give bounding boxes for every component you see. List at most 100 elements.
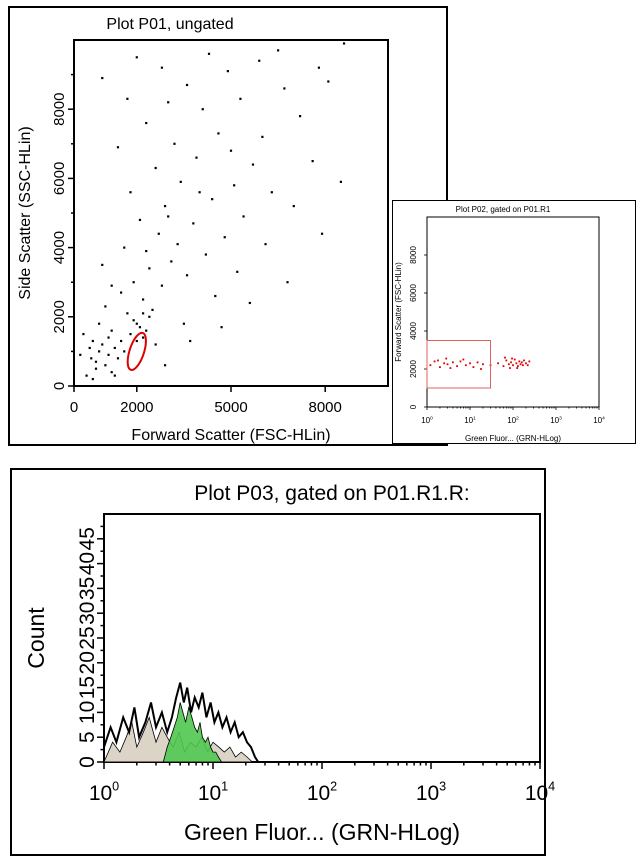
p01-point — [82, 333, 85, 336]
p02-gate-region[interactable] — [426, 340, 492, 389]
p02-point — [439, 366, 441, 368]
p01-point — [91, 339, 94, 343]
p01-point — [339, 180, 342, 183]
p02-title: Plot P02, gated on P01.R1 — [456, 205, 551, 214]
p01-point — [107, 336, 110, 339]
p01-point — [154, 166, 157, 170]
p02-x-tick-label: 101 — [464, 415, 476, 425]
p02-x-tick-exponent: 2 — [516, 415, 519, 421]
p01-plot-frame — [73, 39, 389, 387]
p01-point — [160, 284, 164, 287]
p01-point — [98, 350, 101, 353]
p02-point — [445, 357, 448, 360]
p01-point — [277, 49, 280, 52]
p01-point — [135, 322, 138, 325]
p03-x-tick-exponent: 3 — [439, 780, 446, 794]
p02-y-tick-label: 0 — [409, 404, 418, 409]
p02-x-tick-label: 102 — [507, 415, 519, 425]
p01-point — [132, 281, 135, 284]
p01-point — [110, 371, 113, 374]
p02-y-tick-label: 4000 — [409, 322, 418, 340]
p01-svg: Plot P01, ungated Forward Scatter (FSC-HL… — [17, 16, 389, 444]
p01-point — [327, 80, 330, 83]
p02-point — [525, 362, 527, 365]
p03-x-tick-exponent: 0 — [112, 780, 119, 794]
p03-y-tick-label: 25 — [76, 626, 99, 649]
p02-y-tick-label: 2000 — [409, 360, 418, 378]
p01-point — [258, 59, 261, 62]
p01-point — [167, 215, 170, 218]
p01-point — [217, 132, 220, 135]
p01-point — [167, 101, 170, 104]
p02-point — [459, 360, 462, 363]
plot-p03-panel: Plot P03, gated on P01.R1.R: Green Fluor.… — [10, 468, 555, 856]
p01-point — [101, 263, 104, 266]
p02-point — [456, 365, 458, 368]
p01-point — [113, 374, 116, 377]
p02-point — [462, 358, 465, 361]
p01-point — [185, 83, 189, 87]
p03-title: Plot P03, gated on P01.R1.R: — [194, 482, 470, 505]
p01-point — [148, 315, 151, 318]
p03-series-fill — [162, 702, 223, 763]
p01-point — [110, 329, 113, 332]
p01-point — [123, 246, 126, 249]
p02-x-tick-label: 103 — [550, 415, 562, 425]
p01-point — [135, 56, 138, 59]
p01-title: Plot P01, ungated — [106, 16, 233, 33]
p02-point — [505, 359, 508, 362]
p02-point — [437, 359, 439, 362]
p02-point — [443, 362, 446, 365]
p02-point — [504, 356, 506, 359]
p01-point — [145, 121, 148, 125]
p03-y-tick-label: 30 — [76, 602, 99, 625]
p03-x-tick-label: 102 — [307, 780, 337, 805]
p01-point — [192, 222, 195, 225]
p01-point — [283, 87, 286, 90]
p03-y-tick-label: 45 — [76, 527, 99, 550]
p01-point — [141, 336, 145, 339]
p02-point — [510, 361, 512, 364]
p01-point — [116, 146, 120, 149]
p02-x-tick-exponent: 1 — [473, 415, 476, 421]
p01-point — [229, 149, 233, 152]
p01-y-tick-label: 2000 — [51, 300, 68, 333]
p03-y-tick-label: 35 — [76, 577, 99, 600]
p01-point — [311, 160, 314, 163]
p01-point — [251, 163, 255, 166]
p01-point — [129, 333, 132, 336]
p01-gate-region[interactable] — [124, 331, 150, 372]
p02-point — [523, 359, 525, 362]
p01-point — [104, 364, 107, 367]
p02-y-axis-label: Forward Scatter (FSC-HLin) — [394, 262, 403, 362]
p01-point — [176, 243, 179, 246]
p02-x-tick-label: 104 — [593, 415, 605, 425]
p03-x-tick-label: 104 — [525, 780, 555, 805]
p02-x-tick-exponent: 0 — [430, 415, 433, 421]
p01-point — [101, 343, 104, 346]
p01-point — [298, 115, 302, 118]
p01-point — [90, 357, 93, 360]
p03-y-axis-label: Count — [23, 607, 49, 669]
p01-point — [179, 180, 182, 183]
p02-plot-frame — [426, 216, 600, 408]
p02-point — [497, 362, 499, 365]
p02-point — [509, 367, 511, 369]
p01-point — [120, 339, 123, 343]
p01-point — [98, 322, 101, 325]
p03-series-outline — [103, 682, 260, 763]
p01-point — [129, 191, 132, 194]
p01-point — [107, 353, 110, 356]
p02-point — [513, 358, 516, 361]
p02-svg: Plot P02, gated on P01.R1 Green Fluor... … — [394, 205, 605, 443]
p02-y-tick-label: 8000 — [409, 246, 418, 264]
p03-x-tick-exponent: 1 — [221, 780, 228, 794]
p01-x-axis-label: Forward Scatter (FSC-HLin) — [131, 427, 330, 444]
p02-point — [511, 357, 513, 360]
p01-y-tick-label: 4000 — [51, 231, 68, 264]
p01-point — [242, 215, 245, 218]
p02-point — [451, 361, 454, 364]
p01-point — [185, 274, 189, 277]
p01-point — [317, 66, 321, 69]
p02-point — [520, 361, 523, 364]
